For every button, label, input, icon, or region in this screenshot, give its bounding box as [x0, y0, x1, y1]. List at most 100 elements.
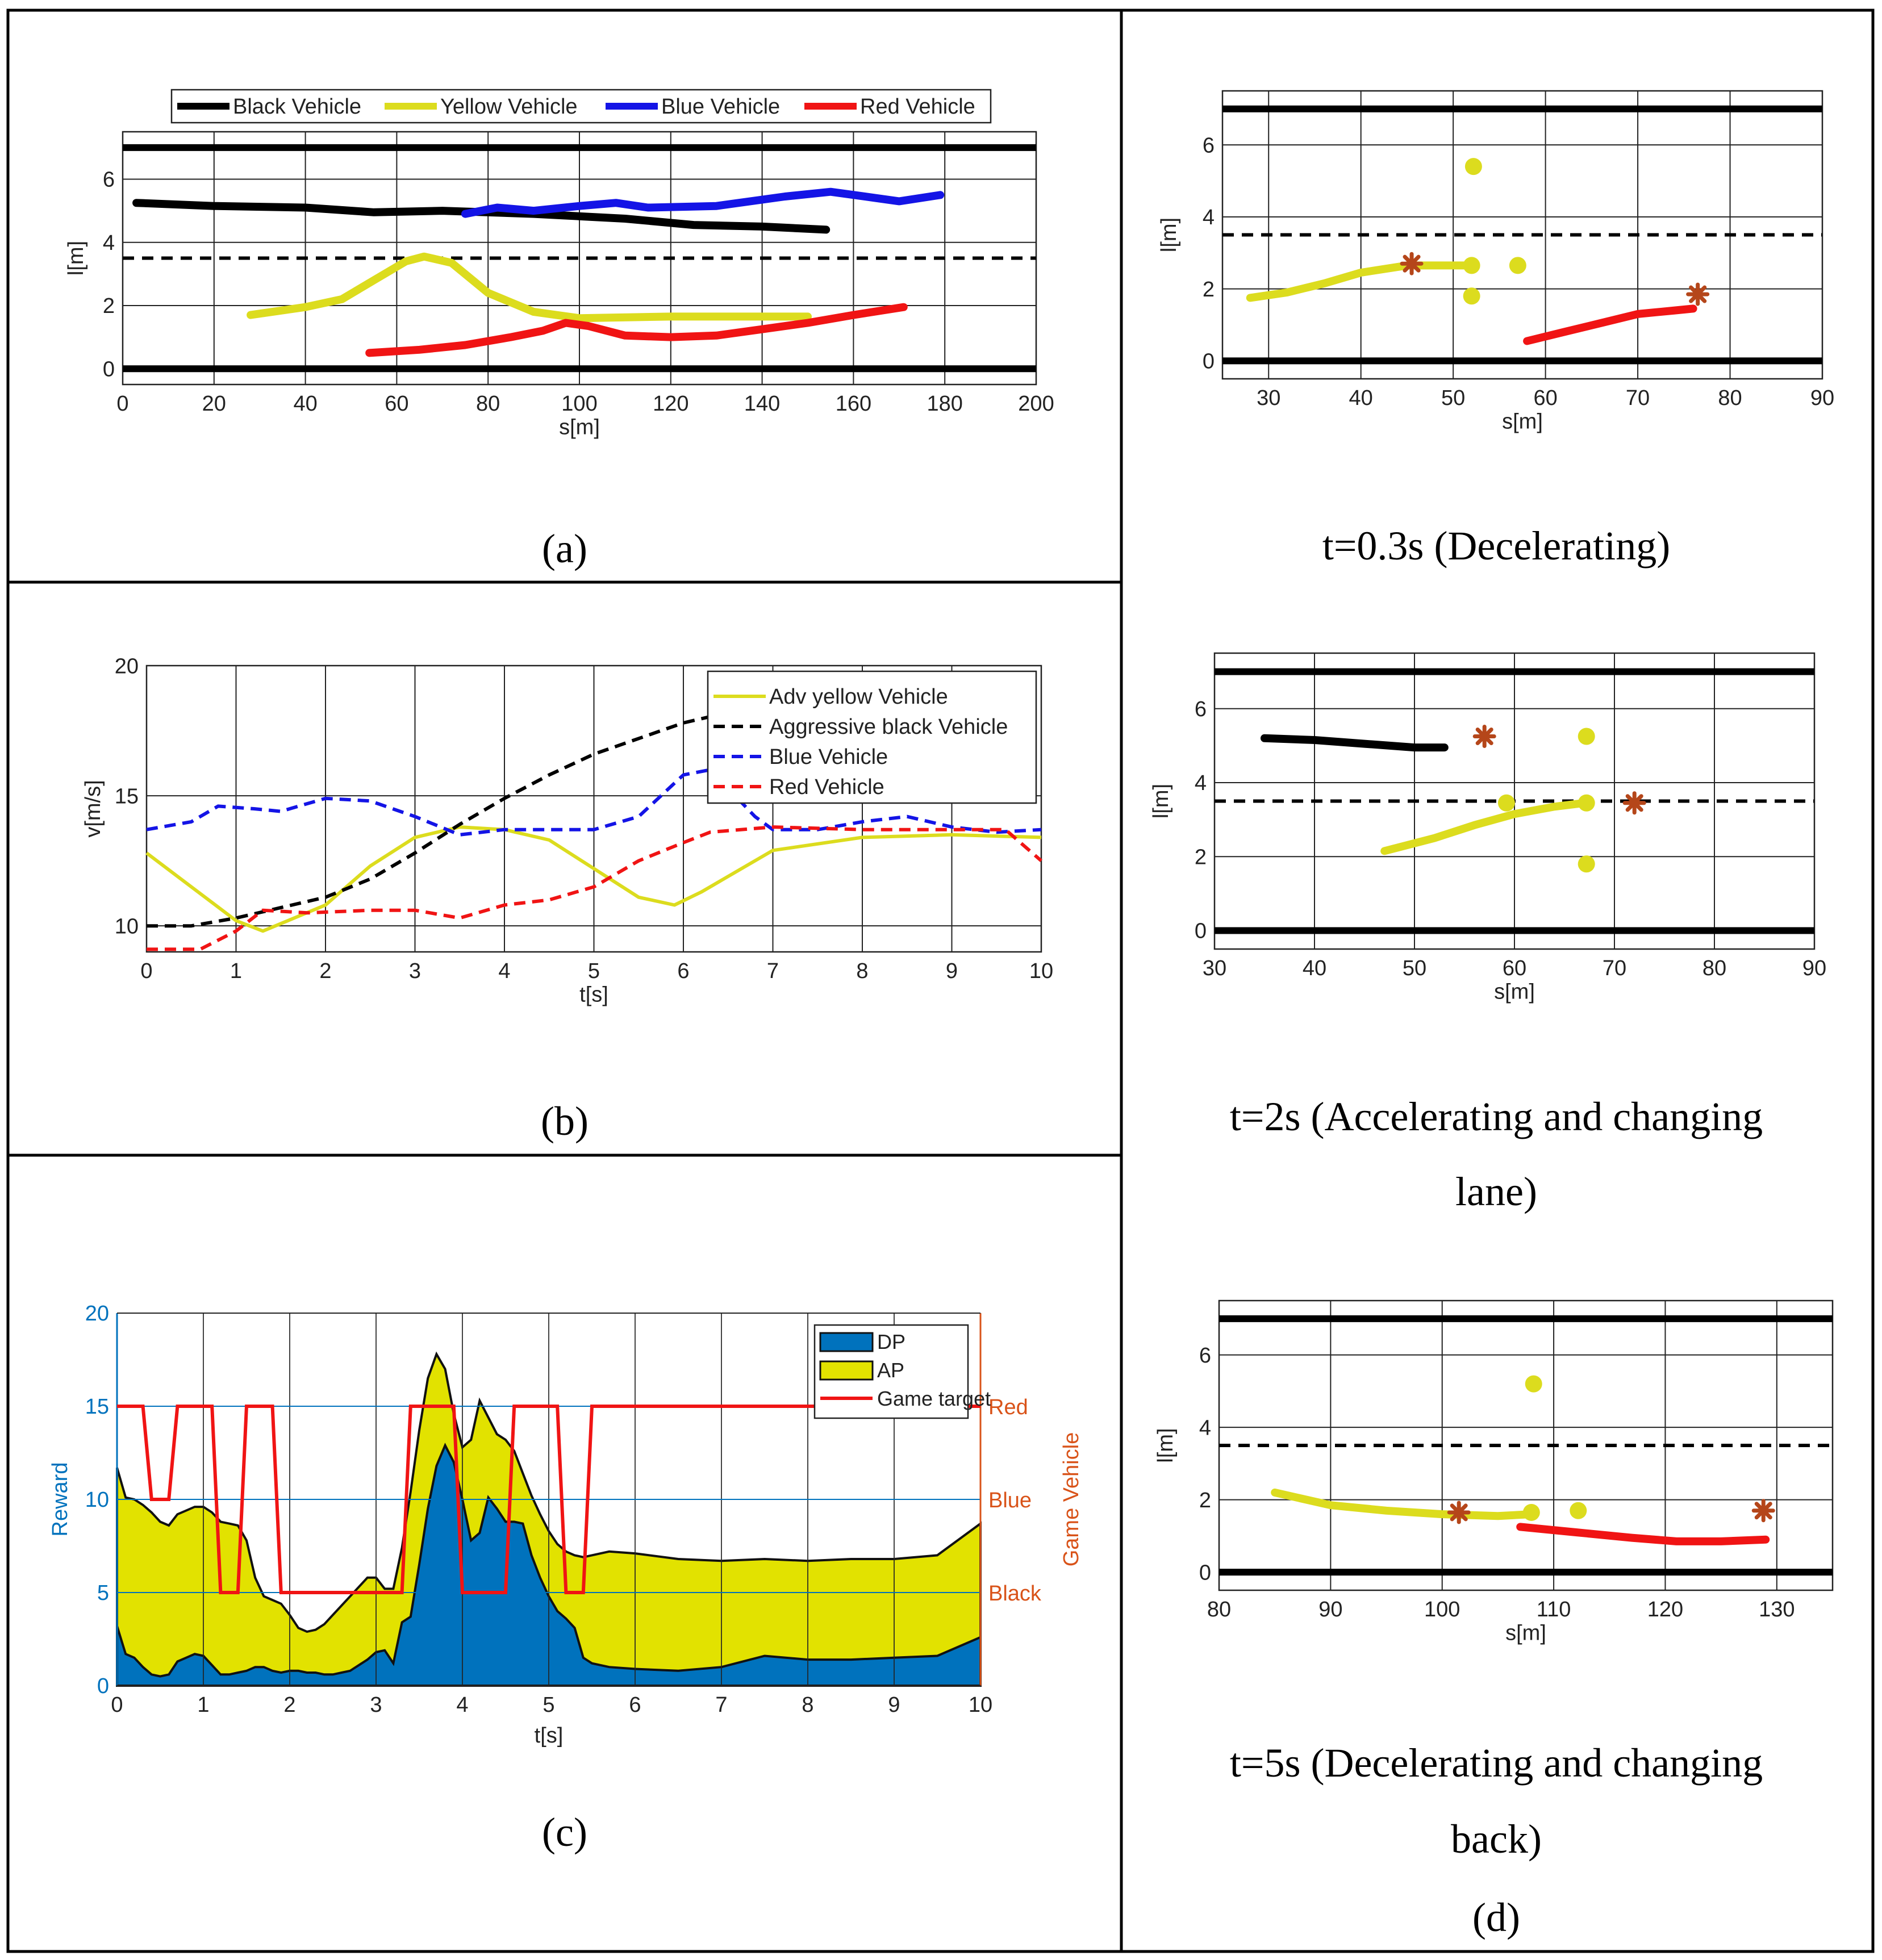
- x-tick-label: 70: [1626, 386, 1650, 410]
- x-axis-label: t[s]: [579, 983, 608, 1006]
- y-axis-label: Reward: [48, 1462, 72, 1537]
- y-tick-label: 0: [97, 1674, 109, 1698]
- caption-d3-line2: back): [1451, 1816, 1542, 1862]
- star-stroke: [1754, 1502, 1772, 1520]
- y-tick-label: 10: [85, 1488, 109, 1512]
- y-axis-label: v[m/s]: [81, 780, 105, 837]
- x-axis-label: s[m]: [1494, 980, 1535, 1004]
- chart-a-trajectories: 0 20 40 60 80 100 120 140 160 180 200 0 2 4 6 s[m] l[m] B…: [64, 89, 1054, 439]
- y-tick-label: 2: [1195, 845, 1207, 869]
- y-tick-label: 15: [115, 784, 139, 808]
- x-tick-label: 80: [1718, 386, 1742, 410]
- legend-label: Red Vehicle: [860, 95, 975, 119]
- star-stroke: [1450, 1503, 1468, 1522]
- x-tick-label: 6: [677, 959, 689, 983]
- x-tick-label: 0: [116, 392, 128, 416]
- x-tick-label: 100: [561, 392, 597, 416]
- predicted-point-yellow: [1464, 158, 1482, 175]
- x-tick-label: 20: [202, 392, 226, 416]
- star-stroke: [1475, 728, 1493, 746]
- legend-label: Red Vehicle: [769, 775, 884, 799]
- legend: Adv yellow Vehicle Aggressive black Vehic…: [707, 670, 1037, 804]
- panel-frame: [6, 9, 1875, 1953]
- series-adv-yellow-vehicle: [145, 825, 1042, 933]
- y-axis-label: l[m]: [1157, 218, 1181, 252]
- x-tick-label: 40: [1349, 386, 1373, 410]
- caption-d3-line1: t=5s (Decelerating and changing: [1230, 1740, 1763, 1786]
- right-tick-label: Red: [988, 1395, 1028, 1419]
- y-tick-label: 5: [97, 1581, 109, 1605]
- x-axis-label: s[m]: [1502, 409, 1543, 433]
- y-tick-label: 20: [85, 1302, 109, 1326]
- series-blue-vehicle: [461, 187, 945, 218]
- y-axis-label: l[m]: [1154, 1428, 1178, 1462]
- x-tick-label: 10: [1029, 959, 1053, 983]
- x-tick-label: 40: [293, 392, 317, 416]
- y-tick-label: 0: [1199, 1561, 1211, 1585]
- x-tick-label: 8: [802, 1693, 813, 1717]
- x-tick-label: 80: [476, 392, 500, 416]
- y-axis-label: l[m]: [1149, 784, 1173, 818]
- series-yellow-vehicle: [247, 252, 812, 323]
- chart-d3-snapshot: 80 90 100 110 120 130 0 2 4 6 s[m] l[m]: [1154, 1299, 1834, 1645]
- y-tick-label: 6: [103, 168, 115, 192]
- star-stroke: [1403, 254, 1421, 273]
- y-tick-label: 0: [103, 357, 115, 381]
- y-axis-label-right: Game Vehicle: [1059, 1432, 1083, 1567]
- predicted-point-yellow: [1497, 794, 1515, 812]
- y-tick-label: 2: [103, 294, 115, 318]
- legend: DP AP Game target: [813, 1324, 991, 1419]
- y-tick-label: 4: [1199, 1416, 1211, 1440]
- x-tick-label: 60: [1533, 386, 1557, 410]
- caption-d2-line2: lane): [1455, 1169, 1537, 1214]
- x-tick-label: 4: [456, 1693, 468, 1717]
- y-tick-label: 15: [85, 1395, 109, 1419]
- area-ap: [116, 1351, 982, 1687]
- legend: Black Vehicle Yellow Vehicle Blue Vehicle R…: [170, 89, 992, 124]
- x-tick-label: 130: [1759, 1598, 1795, 1622]
- trajectory-yellow: [1380, 799, 1589, 855]
- right-tick-label: Black: [988, 1582, 1042, 1606]
- x-tick-label: 2: [319, 959, 331, 983]
- vehicle-star-marker: [1751, 1499, 1775, 1523]
- legend-box: [707, 670, 1037, 804]
- y-tick-label: 2: [1199, 1489, 1211, 1512]
- x-tick-label: 120: [653, 392, 688, 416]
- series-red-vehicle: [147, 825, 1042, 951]
- y-axis-label: l[m]: [64, 241, 88, 275]
- x-tick-label: 30: [1203, 956, 1226, 980]
- y-tick-label: 2: [1203, 278, 1215, 302]
- predicted-point-yellow: [1463, 287, 1480, 305]
- y-tick-label: 4: [1203, 206, 1215, 229]
- chart-d2-snapshot: 30 40 50 60 70 80 90 0 2 4 6 s[m] l[m]: [1149, 652, 1826, 1004]
- caption-a: (a): [542, 526, 587, 571]
- x-tick-label: 100: [1424, 1598, 1460, 1622]
- chart-b-velocity: 0 1 2 3 4 5 6 7 8 9 10 10 15 20 t[s] v[m/s] Adv yellow V…: [81, 654, 1053, 1006]
- vehicle-star-marker: [1472, 725, 1496, 749]
- caption-c: (c): [542, 1809, 587, 1855]
- plot-frame: [145, 665, 1042, 953]
- x-tick-label: 9: [888, 1693, 900, 1717]
- y-tick-label: 4: [1195, 771, 1207, 795]
- y-tick-label: 6: [1203, 133, 1215, 157]
- x-tick-label: 7: [715, 1693, 727, 1717]
- series-game-target: [117, 1405, 980, 1594]
- y-tick-label: 4: [103, 231, 115, 255]
- x-tick-label: 1: [230, 959, 242, 983]
- x-tick-label: 50: [1403, 956, 1426, 980]
- predicted-point-yellow: [1509, 257, 1526, 274]
- x-tick-label: 5: [543, 1693, 554, 1717]
- trajectory-yellow: [1246, 261, 1476, 302]
- x-tick-label: 180: [927, 392, 962, 416]
- x-tick-label: 0: [111, 1693, 123, 1717]
- vehicle-star-marker: [1622, 791, 1646, 815]
- x-tick-label: 120: [1647, 1598, 1683, 1622]
- vehicle-star-marker: [1400, 252, 1424, 275]
- caption-d2-line1: t=2s (Accelerating and changing: [1230, 1094, 1763, 1139]
- x-tick-label: 90: [1802, 956, 1826, 980]
- vehicle-star-marker: [1447, 1501, 1471, 1524]
- x-tick-label: 10: [969, 1693, 992, 1717]
- legend-label: Aggressive black Vehicle: [769, 715, 1008, 739]
- series-red-vehicle: [365, 303, 908, 357]
